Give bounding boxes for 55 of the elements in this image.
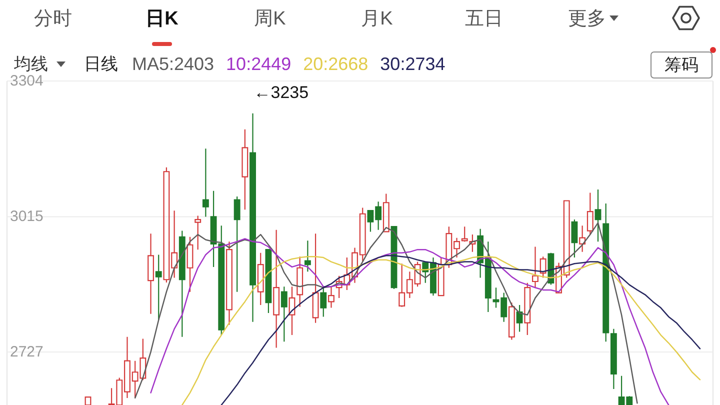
text: MA5:2403 [132,54,214,74]
candlestick [257,252,264,306]
text: 五日 [465,8,503,30]
y-tick-label: 3015 [10,208,44,226]
text: 月K [361,8,394,30]
text: 10:2449 [226,54,292,74]
candlestick [320,287,327,318]
text: 30:2734 [380,54,446,74]
candlestick [508,302,515,340]
candlestick [594,188,602,242]
candlestick [280,286,288,342]
text: 周K [254,8,286,30]
candlestick [242,128,248,210]
candlestick [469,234,476,252]
candlestick [288,286,296,336]
text: 日线 [84,54,118,74]
line-series [150,238,670,405]
candlestick [461,226,468,242]
candlestick [586,192,594,236]
candlestick [304,240,311,272]
y-tick-label: 3304 [10,72,44,90]
candlestick [84,396,92,405]
candlestick [524,282,531,336]
candlestick [610,328,617,390]
text: 20:2668 [303,54,368,74]
candlestick [516,304,523,332]
candlestick [602,203,610,342]
candlestick [155,254,162,321]
text: 分时 [34,8,72,30]
candlestick [273,229,280,348]
line-series [134,222,638,404]
candlestick [540,256,546,278]
candlestick [234,196,240,292]
y-tick-label: 2727 [10,343,44,360]
text: 更多 [568,8,606,30]
candlestick [186,236,194,292]
candlestick [579,225,586,252]
candlestick [194,215,202,250]
candlestick [296,256,304,308]
candlestick [328,286,334,308]
text: 均线 [13,54,48,74]
candlestick [265,249,272,314]
candlestick [250,112,256,322]
candlestick [312,233,319,324]
candlestick [532,246,538,288]
candlestick [202,148,209,218]
annotation: ←3235 [254,82,309,102]
text: 筹码 [664,56,698,74]
candlestick [382,193,390,232]
candlestick [226,241,232,326]
candlestick [571,218,578,258]
text: 日K [146,8,179,30]
candlestick [148,233,154,314]
candlestick [438,257,444,296]
candlestick [178,230,186,338]
